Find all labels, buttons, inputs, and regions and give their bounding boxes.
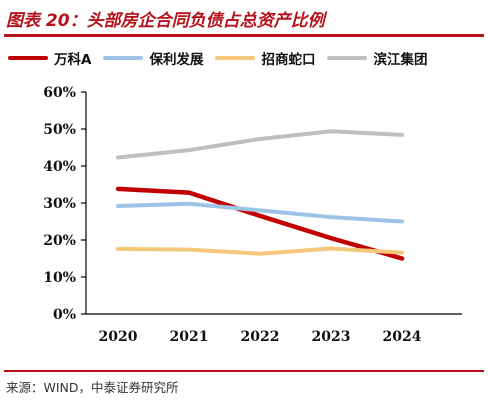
legend-item-series-1: 万科A <box>8 48 91 68</box>
source-note: 来源：WIND，中泰证券研究所 <box>6 380 179 395</box>
legend-swatch-series-2 <box>103 56 144 60</box>
legend-label-series-4: 滨江集团 <box>373 52 428 68</box>
legend-item-series-2: 保利发展 <box>103 48 203 68</box>
x-tick-label: 2023 <box>312 329 351 345</box>
y-tick-label: 10% <box>43 270 76 286</box>
legend-swatch-series-3 <box>215 56 256 60</box>
y-tick-label: 60% <box>43 85 76 101</box>
y-tick-label: 0% <box>53 307 76 323</box>
chart-axes: 0% 10% 20% 30% 40% 50% 60% 2020 2021 2022 2023 2024 <box>43 85 462 345</box>
title-divider <box>4 34 484 37</box>
x-tick-label: 2021 <box>170 329 209 345</box>
legend-swatch-series-1 <box>8 56 48 60</box>
x-tick-label: 2024 <box>383 329 422 345</box>
series-line-3 <box>116 246 404 256</box>
x-tick-label: 2020 <box>99 329 138 345</box>
series-line-1 <box>115 186 405 261</box>
legend: 万科A 保利发展 招商蛇口 滨江集团 <box>8 46 427 70</box>
legend-item-series-3: 招商蛇口 <box>215 48 315 68</box>
legend-item-series-4: 滨江集团 <box>327 48 427 68</box>
footer-divider <box>4 370 484 372</box>
x-tick-label: 2022 <box>241 329 280 345</box>
y-tick-label: 30% <box>43 196 76 212</box>
y-tick-label: 50% <box>43 122 76 138</box>
series-line-4 <box>116 129 404 160</box>
chart-series <box>115 129 405 261</box>
legend-label-series-3: 招商蛇口 <box>261 52 316 68</box>
chart-title: 图表 20：头部房企合同负债占总资产比例 <box>6 11 325 31</box>
y-tick-label: 40% <box>43 159 76 175</box>
legend-swatch-series-4 <box>327 56 368 60</box>
legend-label-series-1: 万科A <box>54 52 92 68</box>
y-tick-label: 20% <box>43 233 76 249</box>
legend-label-series-2: 保利发展 <box>149 52 204 68</box>
series-line-2 <box>116 201 404 224</box>
